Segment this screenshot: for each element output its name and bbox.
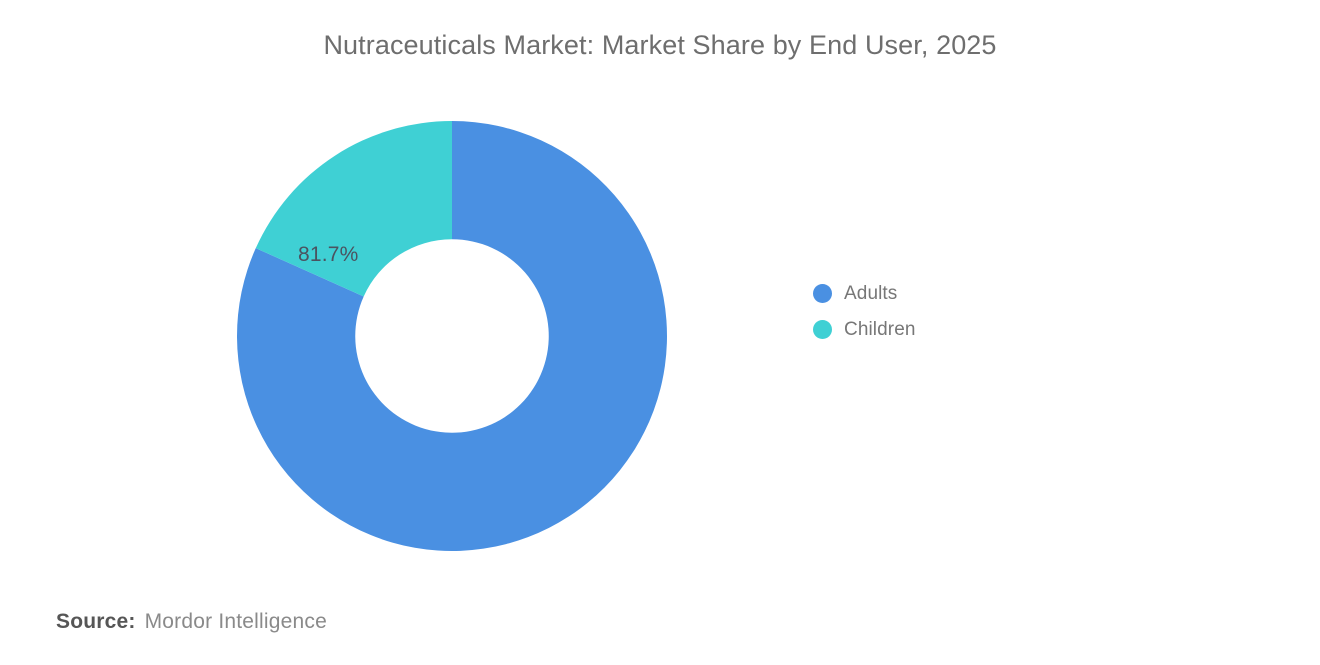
legend-label-adults: Adults bbox=[844, 282, 898, 304]
footer: Source: Mordor Intelligence bbox=[0, 600, 1320, 665]
source-value: Mordor Intelligence bbox=[144, 610, 327, 633]
source-label: Source: bbox=[56, 610, 136, 633]
donut-chart bbox=[236, 121, 667, 551]
legend-item-children[interactable]: Children bbox=[813, 319, 916, 340]
source-line: Source: Mordor Intelligence bbox=[56, 610, 327, 634]
donut-slice-adults[interactable] bbox=[236, 121, 667, 551]
legend-swatch-adults-icon bbox=[813, 284, 832, 303]
page-title: Nutraceuticals Market: Market Share by E… bbox=[323, 30, 997, 60]
legend-swatch-children-icon bbox=[813, 320, 832, 339]
slice-label-adults: 81.7% bbox=[298, 243, 359, 266]
legend-label-children: Children bbox=[844, 318, 916, 340]
legend: Adults Children bbox=[813, 283, 916, 340]
legend-item-adults[interactable]: Adults bbox=[813, 283, 916, 304]
plot-area: 81.7% Adults Children bbox=[236, 121, 916, 551]
donut-slice-children[interactable] bbox=[255, 121, 452, 297]
